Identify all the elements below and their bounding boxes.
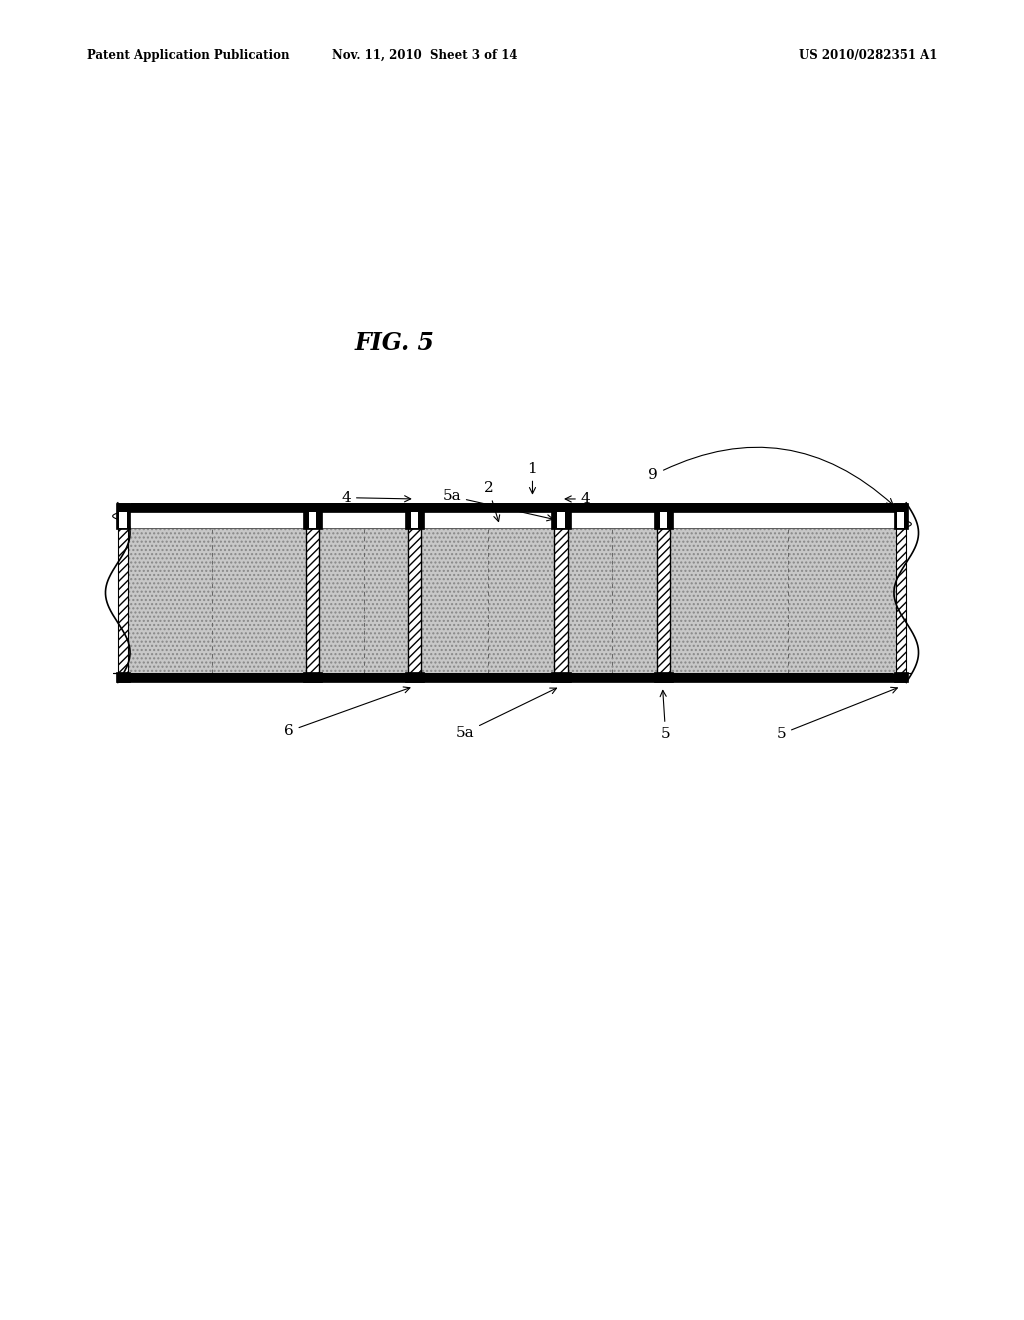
Bar bbox=[305, 528, 319, 673]
Bar bbox=[303, 503, 322, 529]
Bar bbox=[670, 528, 906, 673]
Bar bbox=[897, 512, 903, 528]
Text: 5: 5 bbox=[660, 690, 671, 741]
Text: 6: 6 bbox=[284, 686, 410, 738]
Bar bbox=[411, 512, 419, 528]
Text: 1: 1 bbox=[527, 462, 538, 494]
Bar bbox=[118, 512, 906, 528]
Text: 4: 4 bbox=[565, 492, 591, 506]
Bar bbox=[319, 528, 408, 673]
Bar bbox=[118, 528, 906, 673]
Bar bbox=[896, 528, 906, 673]
Bar bbox=[118, 528, 305, 673]
Bar bbox=[118, 528, 128, 673]
Bar bbox=[406, 672, 425, 682]
Bar bbox=[408, 528, 422, 673]
Text: 4: 4 bbox=[341, 491, 411, 504]
Text: 5: 5 bbox=[776, 688, 897, 741]
Bar bbox=[552, 503, 571, 529]
Bar bbox=[118, 673, 906, 682]
Bar bbox=[303, 672, 322, 682]
Text: 9: 9 bbox=[648, 447, 893, 504]
Text: 2: 2 bbox=[483, 482, 500, 521]
Text: 5a: 5a bbox=[442, 490, 553, 521]
Bar bbox=[894, 503, 908, 529]
Bar bbox=[659, 512, 668, 528]
Bar bbox=[118, 512, 906, 528]
Text: Patent Application Publication: Patent Application Publication bbox=[87, 49, 290, 62]
Bar bbox=[894, 672, 908, 682]
Bar bbox=[119, 512, 127, 528]
Bar bbox=[118, 503, 906, 512]
Text: US 2010/0282351 A1: US 2010/0282351 A1 bbox=[799, 49, 937, 62]
Bar bbox=[657, 528, 670, 673]
Bar bbox=[422, 528, 555, 673]
Bar bbox=[406, 503, 425, 529]
Text: FIG. 5: FIG. 5 bbox=[354, 331, 434, 355]
Text: Nov. 11, 2010  Sheet 3 of 14: Nov. 11, 2010 Sheet 3 of 14 bbox=[332, 49, 518, 62]
Bar bbox=[654, 503, 674, 529]
Bar bbox=[567, 528, 657, 673]
Bar bbox=[308, 512, 316, 528]
Bar bbox=[654, 672, 674, 682]
Text: 5a: 5a bbox=[456, 688, 556, 739]
Bar bbox=[557, 512, 565, 528]
Bar bbox=[131, 503, 893, 512]
Bar bbox=[131, 673, 893, 682]
Bar bbox=[116, 672, 130, 682]
Bar bbox=[555, 528, 567, 673]
Bar bbox=[116, 503, 130, 529]
Bar bbox=[552, 672, 571, 682]
